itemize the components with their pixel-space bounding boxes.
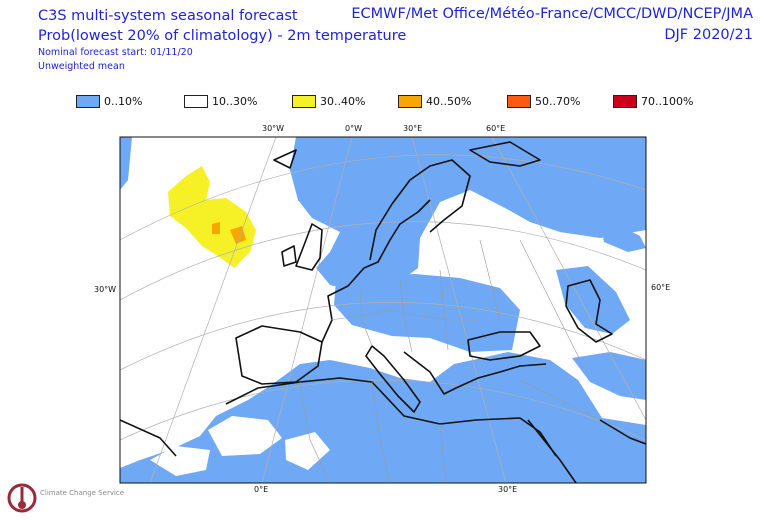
graticule-line [120, 302, 646, 371]
logo-ring [7, 483, 37, 513]
legend-label: 50..70% [535, 95, 581, 108]
map-canvas [119, 136, 647, 484]
coastline-west-europe [321, 199, 431, 343]
legend-item: 0..10% [76, 95, 142, 108]
country-border [479, 239, 501, 321]
coastline-black-sea [467, 331, 541, 361]
legend-label: 0..10% [104, 95, 143, 108]
probability-30-40-area [168, 166, 256, 268]
legend-swatch [613, 95, 637, 108]
producing-centres: ECMWF/Met Office/Météo-France/CMCC/DWD/N… [351, 6, 753, 22]
legend-item: 10..30% [184, 95, 257, 108]
season-label: DJF 2020/21 [664, 27, 753, 43]
coastline-arctic-islands [469, 141, 541, 167]
borders [299, 239, 601, 483]
map-subtitle: Prob(lowest 20% of climatology) - 2m tem… [38, 28, 407, 44]
country-border [359, 289, 373, 347]
low-probability-area [120, 137, 132, 190]
coastline-persian-gulf [599, 419, 646, 445]
mid-probability-gap [150, 446, 210, 476]
coastline-north-africa [225, 377, 557, 457]
country-border [519, 379, 601, 421]
legend-label: 10..30% [212, 95, 258, 108]
legend-swatch [398, 95, 422, 108]
coastline-west-africa [120, 419, 177, 457]
legend-item: 50..70% [507, 95, 580, 108]
lon-label-top: 30°E [403, 124, 423, 133]
graticule-line [411, 137, 507, 483]
low-probability-area [290, 137, 646, 292]
lon-label-top: 0°W [345, 124, 362, 133]
legend-label: 30..40% [320, 95, 366, 108]
lon-label-right: 60°E [651, 283, 671, 292]
lon-label-top: 30°W [262, 124, 285, 133]
legend-item: 30..40% [292, 95, 365, 108]
graticule-line [149, 137, 277, 483]
legend-item: 40..50% [398, 95, 471, 108]
legend-swatch [507, 95, 531, 108]
coastline-british-isles [295, 223, 323, 271]
country-border [439, 423, 447, 483]
coastline-italy [365, 345, 421, 413]
coastline-caspian [565, 279, 613, 343]
probability-40-50-area [212, 222, 220, 234]
country-border [371, 381, 391, 483]
map-panel: 30°W 0°W 30°E 60°E 30°W 60°E 0°E 30°E [0, 120, 760, 500]
country-border [519, 239, 581, 361]
graticule-line [120, 379, 646, 441]
country-border [439, 269, 449, 351]
copernicus-logo [7, 483, 37, 513]
mid-probability-gap [208, 416, 282, 456]
graticule-line [261, 137, 353, 483]
country-border [299, 381, 331, 483]
coastline-scandinavia [369, 159, 471, 261]
map-title: C3S multi-system seasonal forecast [38, 8, 298, 24]
low-probability-area [334, 274, 520, 352]
map-frame [119, 136, 647, 484]
forecast-start: Nominal forecast start: 01/11/20 [38, 47, 193, 58]
mean-type: Unweighted mean [38, 61, 125, 72]
lon-label-bottom: 0°E [254, 485, 269, 494]
graticule-line [491, 137, 646, 421]
coastline-balkans [403, 351, 547, 395]
country-border [399, 279, 413, 353]
legend-label: 40..50% [426, 95, 472, 108]
country-border [329, 309, 480, 321]
header-left: C3S multi-system seasonal forecast Prob(… [38, 6, 406, 74]
lon-label-bottom: 30°E [498, 485, 518, 494]
low-probability-area [600, 220, 646, 252]
low-probability-area [572, 352, 646, 400]
logo-bulb [18, 501, 26, 509]
legend-item: 70..100% [613, 95, 693, 108]
legend-label: 70..100% [641, 95, 694, 108]
legend-swatch [76, 95, 100, 108]
legend-swatch [292, 95, 316, 108]
probability-fields [120, 137, 646, 483]
low-probability-area [556, 266, 630, 334]
coastline-greenland-edge [273, 149, 297, 169]
coastlines [120, 141, 646, 483]
coastline-ireland [281, 245, 297, 267]
lon-label-top: 60°E [486, 124, 506, 133]
legend-swatch [184, 95, 208, 108]
header-right: ECMWF/Met Office/Météo-France/CMCC/DWD/N… [351, 4, 753, 46]
mid-probability-gap [285, 432, 330, 470]
legend: 0..10% 10..30% 30..40% 40..50% 50..70% 7… [0, 95, 760, 113]
coastline-iberia [235, 325, 323, 385]
coastline-red-sea [527, 419, 577, 483]
graticule-line [120, 154, 646, 241]
logo-label: Climate Change Service [40, 489, 125, 497]
lon-label-left: 30°W [94, 285, 117, 294]
